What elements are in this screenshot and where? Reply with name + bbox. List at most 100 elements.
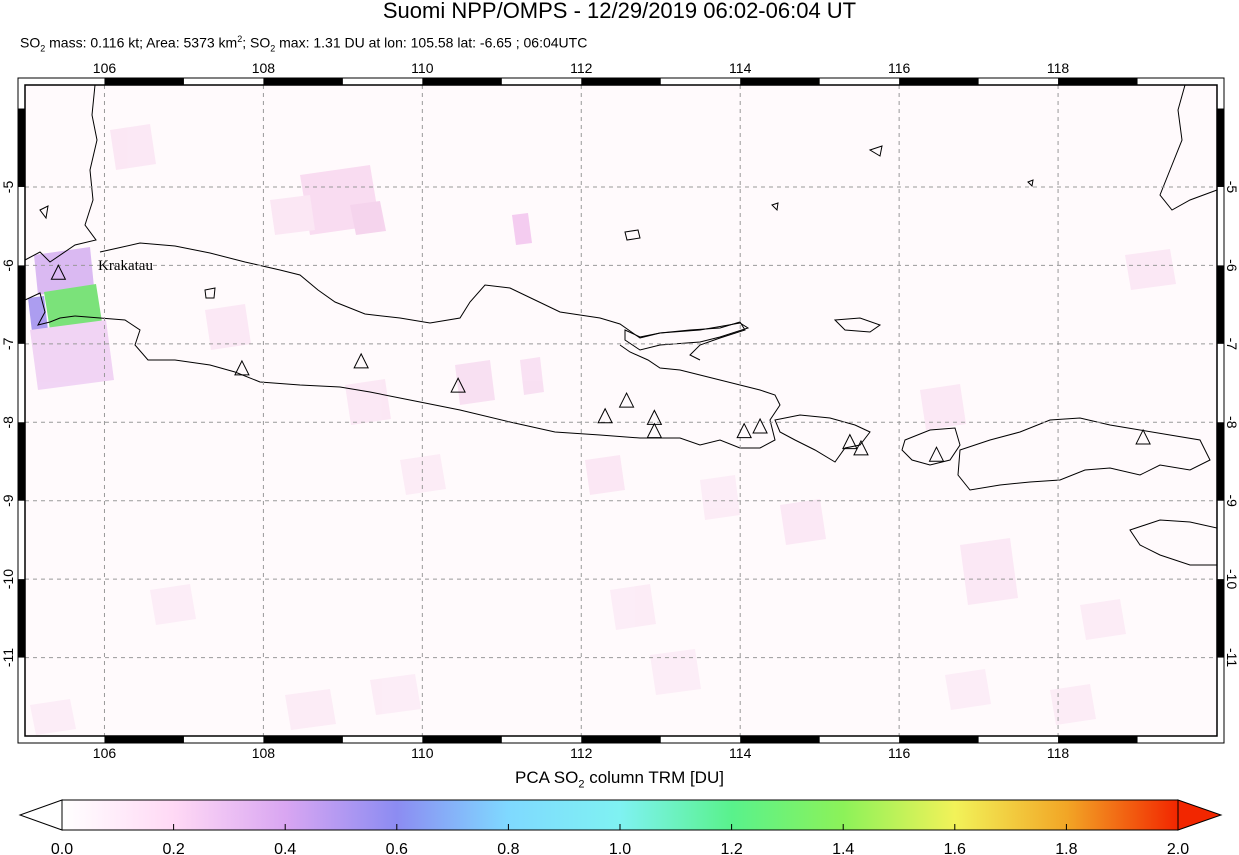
lat-tick-label-left: -5 — [0, 181, 16, 194]
lon-tick-label-bottom: 108 — [252, 745, 276, 761]
coastline-karimunjawa — [204, 287, 216, 299]
map-subtitle: SO2 mass: 0.116 kt; Area: 5373 km2; SO2 … — [20, 34, 587, 53]
colorbar-tick-label: 0.4 — [274, 841, 296, 855]
frame-outer — [17, 77, 1225, 744]
coastline-bali — [774, 414, 871, 463]
axis-tick-labels: 106 106 108 108 110 110 112 112 114 114 116 116 118 1… — [0, 60, 1239, 761]
so2-pixel — [285, 689, 336, 730]
frame-bar — [104, 736, 184, 743]
colorbar-arrow-high — [1177, 799, 1223, 831]
lat-tick-label-left: -6 — [0, 259, 16, 272]
so2-pixel — [370, 674, 421, 715]
so2-pixel — [270, 195, 315, 235]
lat-tick-label-left: -8 — [0, 416, 16, 429]
frame-bar — [581, 78, 661, 85]
so2-pixel — [455, 360, 495, 405]
volcano-icon — [1135, 428, 1151, 445]
frame-bar — [18, 265, 25, 344]
volcano-icon — [597, 407, 613, 424]
so2-pixel — [1125, 249, 1176, 290]
frame-bar — [899, 78, 979, 85]
so2-pixel — [30, 699, 76, 735]
lon-tick-label-top: 112 — [570, 60, 593, 76]
lon-tick-label-top: 110 — [411, 60, 434, 76]
coastline-lombok — [901, 427, 961, 466]
so2-pixel — [945, 669, 991, 710]
map-frame — [17, 77, 1225, 744]
coastline-borneo — [1159, 84, 1218, 211]
frame-bar — [740, 78, 820, 85]
so2-max-prefix: ; SO — [242, 34, 271, 51]
colorbar-title-sub: 2 — [578, 778, 585, 791]
lat-tick-label-left: -11 — [0, 648, 16, 667]
so2-pixel — [512, 213, 532, 245]
frame-bar — [1217, 108, 1224, 187]
so2-label: SO — [20, 34, 41, 51]
colorbar-title: PCA SO2 column TRM [DU] — [0, 768, 1239, 790]
colorbar-title-prefix: PCA SO — [515, 768, 579, 787]
coastline-java-south — [74, 315, 781, 449]
so2-pixel — [1080, 599, 1126, 640]
colorbar-tick-label: 1.0 — [609, 841, 631, 855]
so2-pixel-high — [30, 320, 114, 390]
lat-tick-label-right: -9 — [1224, 494, 1239, 507]
lat-tick-label-right: -10 — [1224, 569, 1239, 589]
so2-pixel — [150, 584, 196, 625]
lon-tick-label-bottom: 114 — [729, 745, 752, 761]
frame-bar — [18, 579, 25, 658]
colorbar-arrow-low — [18, 799, 63, 831]
frame-bar — [263, 736, 343, 743]
volcano-icon — [928, 446, 945, 462]
so2-pixel — [610, 584, 656, 630]
frame-bar — [899, 736, 979, 743]
colorbar-tick-label: 0.8 — [497, 841, 519, 855]
colorbar-tick-label: 1.2 — [720, 841, 742, 855]
volcano-icon — [853, 439, 869, 456]
so2-pixel — [780, 499, 826, 545]
map-title: Suomi NPP/OMPS - 12/29/2019 06:02-06:04 … — [382, 0, 857, 23]
frame-bar — [422, 736, 502, 743]
volcano-icon — [50, 264, 67, 280]
colorbar-tick-label: 1.6 — [944, 841, 966, 855]
coastline-bawean — [624, 229, 641, 241]
frame-bar — [1058, 736, 1138, 743]
so2-pixel — [400, 454, 446, 495]
lon-tick-label-top: 106 — [93, 60, 117, 76]
so2-pixel — [920, 384, 966, 430]
so2-pixel — [110, 124, 156, 170]
so2-max-text: max: 1.31 DU at lon: 105.58 lat: -6.65 ;… — [279, 34, 588, 51]
so2-pixel-high — [34, 247, 94, 295]
lon-tick-label-bottom: 116 — [888, 745, 911, 761]
superscript: 2 — [237, 34, 243, 44]
lat-tick-label-right: -8 — [1224, 416, 1239, 429]
volcano-icon — [752, 417, 768, 434]
volcano-markers — [50, 264, 1151, 462]
so2-pixel — [1050, 684, 1096, 725]
coastline-islet — [39, 205, 49, 220]
frame-bar — [18, 422, 25, 501]
colorbar-tick-label: 0.2 — [162, 841, 184, 855]
colorbar-title-suffix: column TRM [DU] — [584, 768, 724, 787]
subscript: 2 — [270, 43, 276, 54]
so2-pixel — [350, 201, 386, 235]
gridlines — [25, 85, 1217, 736]
colorbar-tick-label: 1.8 — [1055, 841, 1077, 855]
frame-bar — [1058, 78, 1138, 85]
subscript: 2 — [40, 43, 46, 54]
lon-tick-label-bottom: 110 — [411, 745, 434, 761]
so2-pixel — [345, 379, 391, 425]
frame-bar — [1217, 265, 1224, 344]
volcano-label-krakatau: Krakatau — [98, 258, 153, 274]
coastline-sumbawa — [957, 417, 1211, 491]
volcano-icon — [646, 422, 663, 439]
volcano-icon — [450, 377, 466, 393]
coastline-islet — [1027, 179, 1034, 188]
coastline-sumatra-south — [24, 292, 76, 326]
lon-tick-label-top: 114 — [729, 60, 752, 76]
lon-tick-label-bottom: 106 — [93, 745, 117, 761]
frame-bar — [740, 736, 820, 743]
so2-pixel — [205, 304, 251, 350]
colorbar-tick-label: 1.4 — [832, 841, 854, 855]
lon-tick-label-top: 116 — [888, 60, 911, 76]
coastline-sumatra — [24, 84, 98, 263]
